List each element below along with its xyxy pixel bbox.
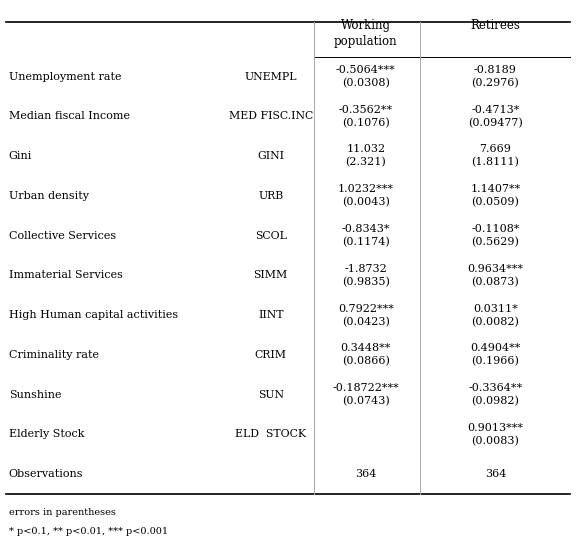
Text: High Human capital activities: High Human capital activities — [9, 310, 178, 320]
Text: Median fiscal Income: Median fiscal Income — [9, 111, 130, 122]
Text: -0.1108*
(0.5629): -0.1108* (0.5629) — [471, 224, 520, 247]
Text: ELD  STOCK: ELD STOCK — [235, 429, 306, 440]
Text: 0.7922***
(0.0423): 0.7922*** (0.0423) — [338, 303, 394, 327]
Text: CRIM: CRIM — [255, 350, 287, 360]
Text: 0.9634***
(0.0873): 0.9634*** (0.0873) — [467, 264, 524, 287]
Text: Retirees: Retirees — [471, 19, 520, 32]
Text: -0.5064***
(0.0308): -0.5064*** (0.0308) — [336, 65, 396, 88]
Text: Urban density: Urban density — [9, 191, 89, 201]
Text: SUN: SUN — [257, 390, 284, 400]
Text: Criminality rate: Criminality rate — [9, 350, 98, 360]
Text: SCOL: SCOL — [255, 231, 287, 241]
Text: -0.8189
(0.2976): -0.8189 (0.2976) — [472, 65, 519, 88]
Text: MED FISC.INC: MED FISC.INC — [229, 111, 313, 122]
Text: 364: 364 — [484, 469, 506, 479]
Text: -1.8732
(0.9835): -1.8732 (0.9835) — [342, 264, 390, 287]
Text: * p<0.1, ** p<0.01, *** p<0.001: * p<0.1, ** p<0.01, *** p<0.001 — [9, 526, 168, 536]
Text: IINT: IINT — [258, 310, 283, 320]
Text: 0.4904**
(0.1966): 0.4904** (0.1966) — [470, 343, 521, 367]
Text: -0.3364**
(0.0982): -0.3364** (0.0982) — [468, 383, 522, 406]
Text: Elderly Stock: Elderly Stock — [9, 429, 84, 440]
Text: GINI: GINI — [257, 151, 284, 161]
Text: 364: 364 — [355, 469, 377, 479]
Text: Immaterial Services: Immaterial Services — [9, 271, 123, 280]
Text: 1.1407**
(0.0509): 1.1407** (0.0509) — [470, 184, 521, 207]
Text: -0.3562**
(0.1076): -0.3562** (0.1076) — [339, 105, 393, 128]
Text: -0.18722***
(0.0743): -0.18722*** (0.0743) — [332, 383, 399, 406]
Text: URB: URB — [258, 191, 283, 201]
Text: -0.4713*
(0.09477): -0.4713* (0.09477) — [468, 105, 523, 128]
Text: Sunshine: Sunshine — [9, 390, 61, 400]
Text: UNEMPL: UNEMPL — [244, 72, 297, 82]
Text: Unemployment rate: Unemployment rate — [9, 72, 121, 82]
Text: Working
population: Working population — [334, 19, 397, 48]
Text: 11.032
(2.321): 11.032 (2.321) — [346, 145, 386, 168]
Text: 0.0311*
(0.0082): 0.0311* (0.0082) — [471, 303, 520, 327]
Text: 0.9013***
(0.0083): 0.9013*** (0.0083) — [467, 423, 524, 446]
Text: SIMM: SIMM — [253, 271, 288, 280]
Text: Collective Services: Collective Services — [9, 231, 116, 241]
Text: Observations: Observations — [9, 469, 83, 479]
Text: -0.8343*
(0.1174): -0.8343* (0.1174) — [342, 224, 390, 247]
Text: Gini: Gini — [9, 151, 32, 161]
Text: 0.3448**
(0.0866): 0.3448** (0.0866) — [340, 343, 391, 367]
Text: errors in parentheses: errors in parentheses — [9, 508, 116, 517]
Text: 7.669
(1.8111): 7.669 (1.8111) — [471, 145, 520, 168]
Text: 1.0232***
(0.0043): 1.0232*** (0.0043) — [338, 184, 394, 207]
